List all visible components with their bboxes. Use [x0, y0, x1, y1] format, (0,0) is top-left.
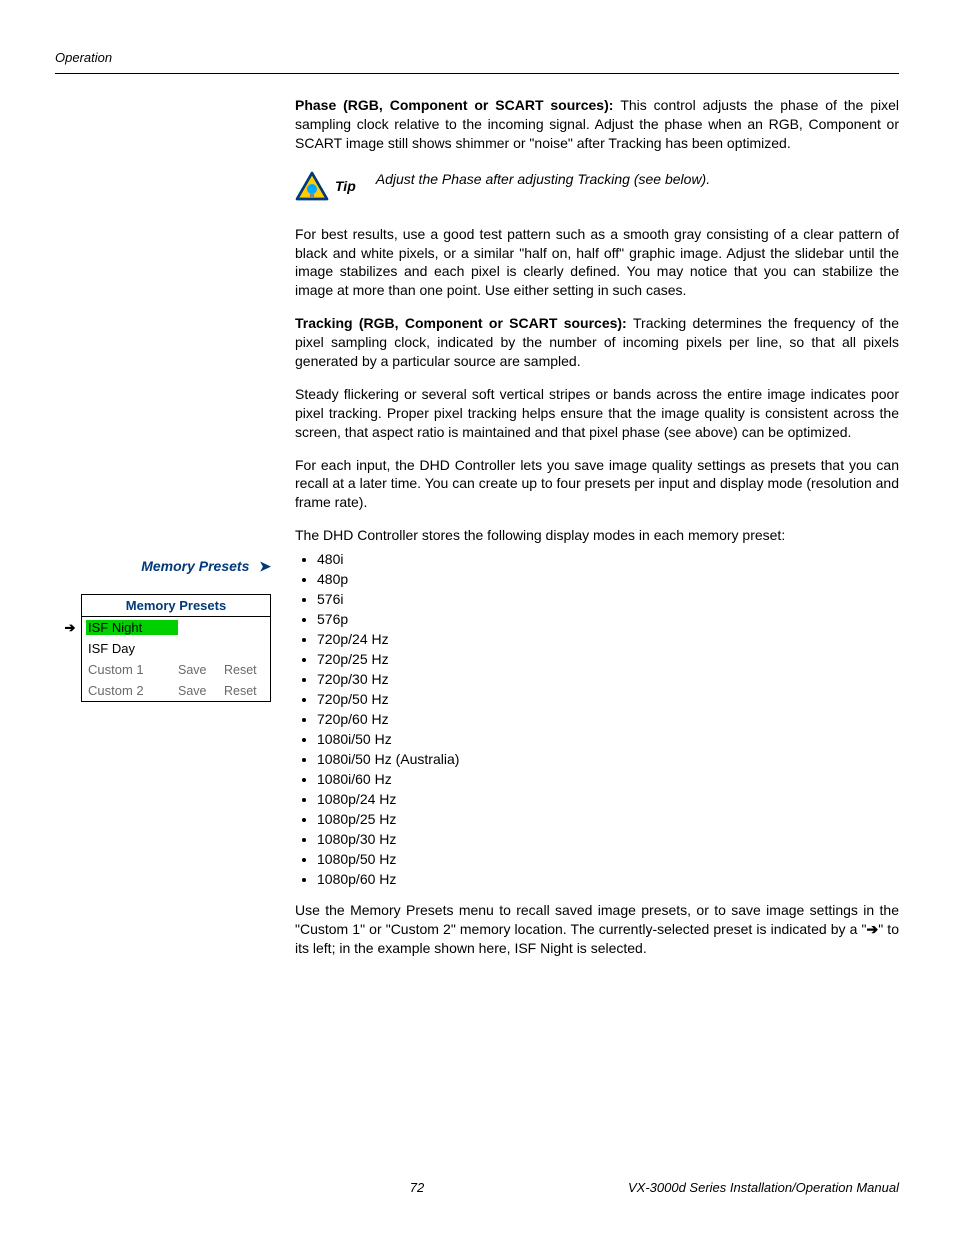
display-mode-item: 720p/50 Hz	[317, 691, 899, 707]
preset-reset[interactable]: Reset	[224, 684, 270, 698]
display-mode-item: 720p/60 Hz	[317, 711, 899, 727]
display-mode-item: 480p	[317, 571, 899, 587]
display-mode-item: 576p	[317, 611, 899, 627]
display-mode-item: 1080i/50 Hz (Australia)	[317, 751, 899, 767]
preset-name: Custom 2	[86, 683, 178, 698]
preset-name: Custom 1	[86, 662, 178, 677]
phase-followup: For best results, use a good test patter…	[295, 225, 899, 301]
memory-presets-label: Memory Presets ➤	[131, 558, 271, 575]
display-modes-list: 480i 480p 576i 576p 720p/24 Hz 720p/25 Hz 720p…	[317, 551, 899, 887]
preset-row[interactable]: Custom 2SaveReset	[80, 680, 270, 701]
display-mode-item: 720p/30 Hz	[317, 671, 899, 687]
preset-selected-arrow-icon: ➔	[60, 620, 80, 636]
preset-reset[interactable]: Reset	[224, 663, 270, 677]
display-mode-item: 720p/24 Hz	[317, 631, 899, 647]
preset-save[interactable]: Save	[178, 684, 224, 698]
manual-title: VX-3000d Series Installation/Operation M…	[579, 1180, 899, 1195]
memory-closing-pre: Use the Memory Presets menu to recall sa…	[295, 902, 899, 937]
display-mode-item: 1080p/50 Hz	[317, 851, 899, 867]
phase-paragraph: Phase (RGB, Component or SCART sources):…	[295, 96, 899, 153]
display-mode-item: 1080i/50 Hz	[317, 731, 899, 747]
preset-name: ISF Night	[86, 620, 178, 635]
page-footer: 72 VX-3000d Series Installation/Operatio…	[55, 1180, 899, 1195]
main-content: Phase (RGB, Component or SCART sources):…	[295, 96, 899, 958]
tracking-title: Tracking (RGB, Component or SCART source…	[295, 315, 633, 331]
preset-row[interactable]: ISF Night	[80, 617, 270, 638]
tip-block: Tip Adjust the Phase after adjusting Tra…	[295, 171, 899, 201]
preset-row[interactable]: Custom 1SaveReset	[80, 659, 270, 680]
memory-label-text: Memory Presets	[141, 558, 249, 574]
memory-closing: Use the Memory Presets menu to recall sa…	[295, 901, 899, 958]
tip-text: Adjust the Phase after adjusting Trackin…	[376, 171, 899, 187]
header-rule	[55, 73, 899, 74]
display-mode-item: 1080p/24 Hz	[317, 791, 899, 807]
display-mode-item: 480i	[317, 551, 899, 567]
display-mode-item: 1080p/30 Hz	[317, 831, 899, 847]
tip-icon	[295, 171, 329, 201]
display-mode-item: 720p/25 Hz	[317, 651, 899, 667]
memory-presets-table: Memory Presets ➔ISF NightISF DayCustom 1…	[81, 594, 271, 702]
preset-save[interactable]: Save	[178, 663, 224, 677]
display-mode-item: 1080p/60 Hz	[317, 871, 899, 887]
arrow-icon: ➔	[867, 921, 879, 937]
tracking-paragraph: Tracking (RGB, Component or SCART source…	[295, 314, 899, 371]
phase-title: Phase (RGB, Component or SCART sources):	[295, 97, 620, 113]
display-mode-item: 576i	[317, 591, 899, 607]
label-arrow-icon: ➤	[259, 558, 271, 575]
page-number: 72	[255, 1180, 579, 1195]
display-mode-item: 1080i/60 Hz	[317, 771, 899, 787]
memory-stores: The DHD Controller stores the following …	[295, 526, 899, 545]
preset-row[interactable]: ISF Day	[80, 638, 270, 659]
header-section-label: Operation	[55, 50, 899, 65]
display-mode-item: 1080p/25 Hz	[317, 811, 899, 827]
preset-name: ISF Day	[86, 641, 178, 656]
tip-icon-wrap: Tip	[295, 171, 356, 201]
memory-intro: For each input, the DHD Controller lets …	[295, 456, 899, 513]
tracking-followup: Steady flickering or several soft vertic…	[295, 385, 899, 442]
preset-table-header: Memory Presets	[82, 595, 270, 617]
tip-label: Tip	[335, 178, 356, 194]
